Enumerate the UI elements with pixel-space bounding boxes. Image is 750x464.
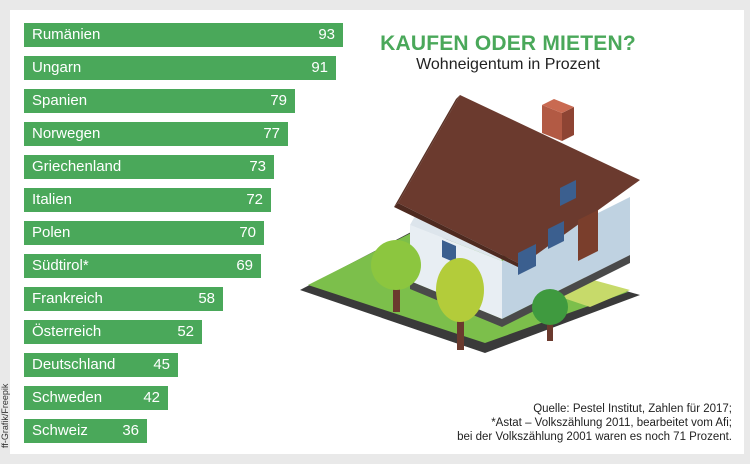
bar-value-label: 77 (263, 125, 280, 142)
bar-value-label: 45 (153, 356, 170, 373)
bar-11: Schweden 42 (24, 386, 168, 410)
bar-category-label: Polen (32, 224, 71, 241)
bar-2: Spanien 79 (24, 89, 295, 113)
chart-subtitle: Wohneigentum in Prozent (416, 56, 600, 73)
bar-category-label: Spanien (32, 92, 88, 109)
window-right-3 (548, 221, 564, 249)
source-line-2: *Astat – Volkszählung 2011, bearbeitet v… (491, 417, 732, 429)
bar-1: Ungarn 91 (24, 56, 336, 80)
bar-category-label: Italien (32, 191, 73, 208)
bar-3: Norwegen 77 (24, 122, 288, 146)
bar-category-label: Schweden (32, 389, 103, 406)
bar-category-label: Rumänien (32, 26, 101, 43)
bar-value-label: 70 (239, 224, 256, 241)
bar-0: Rumänien 93 (24, 23, 343, 47)
roof-edge (394, 203, 526, 271)
bar-category-label: Norwegen (32, 125, 101, 142)
tree-left (371, 240, 421, 290)
roof-left (394, 95, 460, 207)
chart-title: KAUFEN ODER MIETEN? (380, 32, 636, 55)
bar-category-label: Schweiz (32, 422, 88, 439)
source-line-1: Quelle: Pestel Institut, Zahlen für 2017… (533, 403, 732, 415)
bar-9: Österreich 52 (24, 320, 202, 344)
chimney-side (562, 107, 574, 141)
bar-value-label: 42 (143, 389, 160, 406)
bar-value-label: 73 (249, 158, 266, 175)
bar-category-label: Frankreich (32, 290, 103, 307)
bar-category-label: Österreich (32, 323, 102, 340)
tree-middle-trunk (457, 300, 464, 350)
chimney-top (542, 99, 574, 113)
tree-right (532, 289, 568, 325)
bar-value-label: 58 (198, 290, 215, 307)
tree-middle (436, 258, 484, 322)
door (578, 210, 598, 261)
bar-5: Italien 72 (24, 188, 271, 212)
window-right-1 (518, 244, 536, 275)
house-illustration (300, 95, 640, 353)
bar-4: Griechenland 73 (24, 155, 274, 179)
tree-right-trunk (547, 311, 553, 341)
bar-value-label: 52 (177, 323, 194, 340)
bar-value-label: 93 (318, 26, 335, 43)
bar-value-label: 79 (270, 92, 287, 109)
bar-category-label: Ungarn (32, 59, 82, 76)
bar-8: Frankreich 58 (24, 287, 223, 311)
image-credit: ff-Grafik/Freepik (0, 383, 10, 448)
tree-left-trunk (393, 280, 400, 312)
bar-category-label: Deutschland (32, 356, 116, 373)
bar-value-label: 72 (246, 191, 263, 208)
bar-12: Schweiz 36 (24, 419, 147, 443)
source-note: Quelle: Pestel Institut, Zahlen für 2017… (352, 402, 732, 444)
bar-value-label: 69 (236, 257, 253, 274)
bar-category-label: Griechenland (32, 158, 122, 175)
bar-7: Südtirol* 69 (24, 254, 261, 278)
bar-10: Deutschland 45 (24, 353, 178, 377)
window-left (442, 240, 456, 263)
bar-value-label: 91 (311, 59, 328, 76)
bar-6: Polen 70 (24, 221, 264, 245)
bar-value-label: 36 (122, 422, 139, 439)
bar-category-label: Südtirol* (32, 257, 89, 274)
chimney (542, 105, 562, 141)
source-line-3: bei der Volkszählung 2001 waren es noch … (457, 431, 732, 443)
window-right-2 (560, 180, 576, 206)
